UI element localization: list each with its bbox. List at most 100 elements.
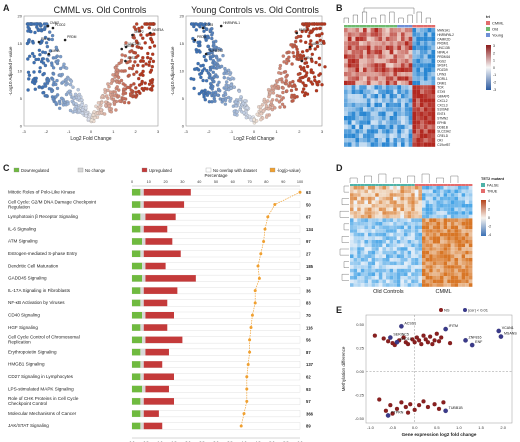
x-tick-label: 1.5 [478, 425, 484, 430]
heatmap-cell [382, 41, 386, 46]
volcano-point [117, 94, 121, 98]
heatmap-cell [351, 45, 356, 50]
heatmap-cell [447, 247, 451, 251]
heatmap-cell [378, 276, 383, 280]
volcano-point [135, 40, 139, 45]
legend-label: No overlap with dataset [213, 168, 258, 173]
heatmap-cell [397, 50, 401, 55]
volcano-point [27, 39, 31, 43]
volcano-point [47, 37, 51, 42]
heatmap-cell [422, 283, 426, 287]
heatmap-cell [353, 250, 358, 255]
volcano-point [42, 27, 46, 32]
heatmap-cell [382, 76, 386, 81]
heatmap-cell [454, 200, 458, 204]
heatmap-cell [355, 50, 360, 55]
heatmap-cell [412, 102, 417, 108]
heatmap-cell [368, 265, 372, 269]
heatmap-cell [423, 54, 428, 59]
heatmap-cell [414, 189, 419, 194]
volcano-point [61, 80, 65, 84]
heatmap-cell [360, 261, 365, 266]
heatmap-cell [366, 45, 371, 50]
volcano-point [77, 108, 81, 113]
heatmap-cell [436, 268, 440, 273]
heatmap-cell [366, 138, 371, 143]
heatmap-cell [382, 214, 386, 219]
pathway-label: HMGB1 Signaling [8, 362, 45, 367]
volcano-point [106, 82, 110, 86]
heatmap-cell [468, 214, 473, 219]
heatmap-cell [370, 98, 375, 103]
heatmap-cell [404, 116, 409, 121]
heatmap-cell [378, 41, 382, 46]
heatmap-cell [404, 283, 408, 287]
ns-point [414, 335, 419, 340]
p-value-point [259, 252, 263, 256]
pathway-label: LPS-stimulated MAPK Signaling [8, 386, 74, 391]
heatmap-cell [440, 204, 444, 208]
heatmap-cell [450, 189, 455, 194]
heatmap-cell [375, 218, 379, 222]
volcano-point [133, 27, 138, 31]
heatmap-cell [363, 102, 367, 108]
heatmap-cell [468, 268, 473, 273]
heatmap-cell [396, 250, 401, 255]
heatmap-cell [423, 72, 428, 77]
gene-point [46, 24, 50, 28]
heatmap-cell [461, 222, 466, 226]
heatmap-cell [436, 218, 440, 222]
heatmap-cell [396, 276, 401, 280]
heatmap-cell [401, 58, 405, 64]
ns-point [386, 339, 391, 344]
heatmap-cell [440, 193, 444, 197]
pathway-count: 137 [306, 362, 314, 367]
volcano-point [41, 57, 45, 61]
heatmap-cell [385, 98, 390, 103]
volcano-point [202, 29, 206, 33]
heatmap-cell [378, 207, 383, 212]
volcano-point [119, 58, 124, 62]
volcano-point [147, 60, 152, 64]
dendrogram-branch [407, 175, 415, 183]
volcano-point [194, 22, 198, 26]
heatmap-cell [404, 276, 408, 280]
heatmap-cell [447, 236, 451, 240]
heatmap-cell [454, 243, 458, 248]
heatmap-cell [393, 89, 398, 94]
volcano-point [314, 60, 318, 65]
pathway-count: 87 [306, 350, 311, 355]
heatmap-cell [393, 102, 398, 108]
y-tick-label: -0.50 [355, 416, 365, 421]
heatmap-cell [429, 211, 433, 215]
heatmap-cell [360, 240, 365, 244]
bar-segment [145, 336, 183, 344]
p-value-point [273, 203, 277, 207]
heatmap-cell [422, 247, 426, 251]
volcano-point [268, 91, 272, 95]
heatmap-cell [404, 50, 409, 55]
heatmap-cell [370, 28, 375, 33]
volcano-point [145, 22, 149, 26]
heatmap-cell [364, 250, 368, 255]
heatmap-cell [404, 225, 408, 230]
heatmap-cell [368, 225, 372, 230]
heatmap-cell [385, 138, 390, 143]
heatmap-cell [450, 200, 455, 204]
heatmap-cell [396, 243, 401, 248]
heatmap-cell [378, 243, 383, 248]
heatmap-cell [431, 36, 436, 42]
volcano-point [259, 105, 263, 109]
scatter-x-label: Gene expression log2 fold change [402, 432, 477, 437]
heatmap-cell [461, 272, 466, 276]
heatmap-cell [458, 189, 462, 194]
heatmap-cell [386, 265, 390, 269]
heatmap-cell [360, 272, 365, 276]
heatmap-cell [411, 207, 415, 212]
pathway-label: Mitotic Roles of Polo-Like Kinase [8, 190, 76, 195]
heatmap-cell [353, 222, 358, 226]
heatmap-cell [401, 111, 405, 116]
heatmap-cell [432, 222, 437, 226]
heatmap-cell [432, 261, 437, 266]
volcano-point [320, 22, 324, 26]
